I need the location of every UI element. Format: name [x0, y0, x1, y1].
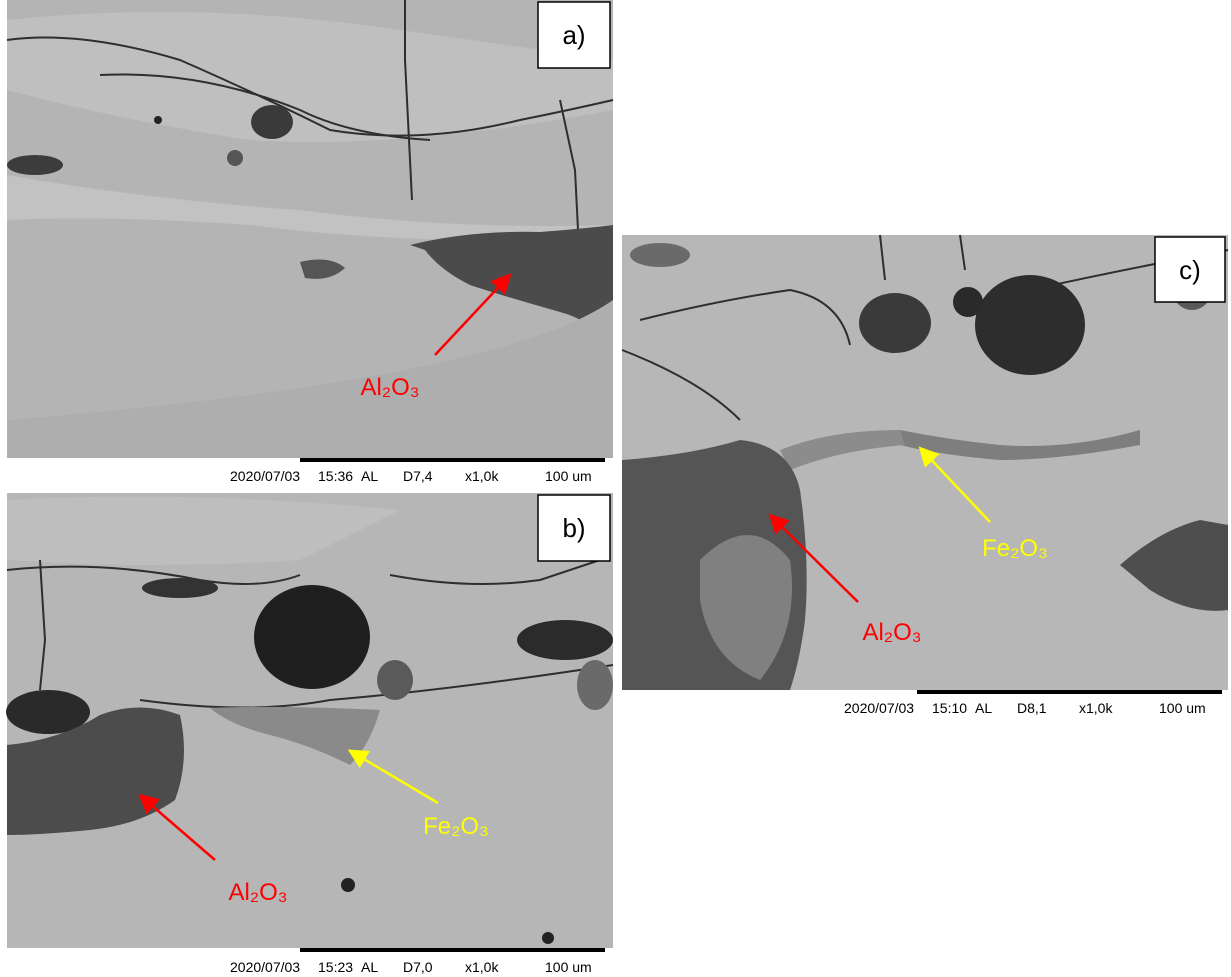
panel-b: b) Al₂O₃ Fe₂O₃ 2020/07/03 15:23 AL D7,0 …: [6, 493, 613, 975]
pore: [7, 155, 63, 175]
pore: [517, 620, 613, 660]
footer-magnification: x1,0k: [465, 959, 499, 975]
footer-date: 2020/07/03: [230, 959, 300, 975]
footer-magnification: x1,0k: [1079, 700, 1113, 716]
footer-distance: D7,0: [403, 959, 433, 975]
pore: [630, 243, 690, 267]
annotation: Fe₂O₃: [423, 813, 489, 840]
pore: [142, 578, 218, 598]
pore: [251, 105, 293, 139]
footer-scale: 100 um: [545, 959, 592, 975]
pore: [953, 287, 983, 317]
panel-a: a) Al₂O₃ 2020/07/03 15:36 AL D7,4 x1,0k …: [7, 0, 613, 484]
pore: [542, 932, 554, 944]
pore: [154, 116, 162, 124]
pore: [377, 660, 413, 700]
figure: a) Al₂O₃ 2020/07/03 15:36 AL D7,4 x1,0k …: [0, 0, 1231, 977]
footer-date: 2020/07/03: [230, 468, 300, 484]
pore: [859, 293, 931, 353]
footer-mode: AL: [361, 959, 378, 975]
annotation: Fe₂O₃: [982, 535, 1048, 562]
panel-label: a): [562, 20, 585, 50]
panel-label: b): [562, 513, 585, 543]
page: a) Al₂O₃ 2020/07/03 15:36 AL D7,4 x1,0k …: [0, 0, 1231, 977]
footer-time: 15:10: [932, 700, 967, 716]
pore: [254, 585, 370, 689]
footer-mode: AL: [975, 700, 992, 716]
annotation: Al₂O₃: [360, 374, 419, 401]
footer-magnification: x1,0k: [465, 468, 499, 484]
footer-time: 15:23: [318, 959, 353, 975]
footer-distance: D7,4: [403, 468, 433, 484]
pore: [577, 660, 613, 710]
footer-time: 15:36: [318, 468, 353, 484]
footer-mode: AL: [361, 468, 378, 484]
pore: [341, 878, 355, 892]
footer-scale: 100 um: [545, 468, 592, 484]
annotation: Al₂O₃: [228, 879, 287, 906]
pore: [227, 150, 243, 166]
pore: [975, 275, 1085, 375]
footer-distance: D8,1: [1017, 700, 1047, 716]
footer-date: 2020/07/03: [844, 700, 914, 716]
annotation: Al₂O₃: [862, 619, 921, 646]
panel-c: c) Al₂O₃ Fe₂O₃ 2020/07/03 15:10 AL D8,1 …: [622, 235, 1228, 716]
footer-scale: 100 um: [1159, 700, 1206, 716]
panel-label: c): [1179, 255, 1201, 285]
